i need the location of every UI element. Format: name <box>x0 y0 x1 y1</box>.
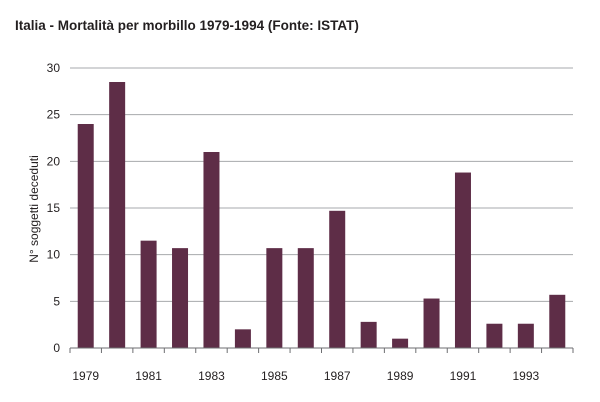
y-tick-label: 10 <box>47 248 61 262</box>
bar-1993 <box>517 323 534 348</box>
x-tick-label: 1989 <box>387 369 414 383</box>
y-axis-label: N° soggetti deceduti <box>27 155 41 263</box>
bar-1990 <box>423 298 440 348</box>
bar-1982 <box>172 248 189 348</box>
y-tick-label: 25 <box>47 108 61 122</box>
bars <box>77 82 566 348</box>
bar-1994 <box>549 294 566 348</box>
x-tick-label: 1979 <box>72 369 99 383</box>
bar-1991 <box>454 172 471 348</box>
bar-1983 <box>203 152 220 348</box>
x-tick-label: 1987 <box>324 369 351 383</box>
x-tick-label: 1991 <box>450 369 477 383</box>
y-tick-label: 15 <box>47 201 61 215</box>
x-tick-label: 1993 <box>512 369 539 383</box>
y-tick-label: 0 <box>53 341 60 355</box>
chart-title: Italia - Mortalità per morbillo 1979-199… <box>15 18 359 33</box>
bar-1988 <box>360 321 377 348</box>
y-tick-label: 20 <box>47 154 61 168</box>
y-tick-label: 5 <box>53 294 60 308</box>
axes <box>69 347 574 353</box>
tick-labels: 0 5 10 15 20 25 30 1979 1981 1983 1985 1987 1989 1991… <box>47 61 540 383</box>
bar-1984 <box>234 329 251 348</box>
bar-1989 <box>392 338 409 348</box>
bar-1981 <box>140 240 157 348</box>
x-tick-label: 1985 <box>261 369 288 383</box>
bar-1985 <box>266 248 283 348</box>
x-tick-label: 1983 <box>198 369 225 383</box>
bar-1986 <box>297 248 314 348</box>
bar-1979 <box>77 124 94 348</box>
bar-1992 <box>486 323 503 348</box>
bar-1987 <box>329 210 346 348</box>
bar-1980 <box>109 82 126 348</box>
y-tick-label: 30 <box>47 61 61 75</box>
x-tick-label: 1981 <box>135 369 162 383</box>
grid-lines <box>70 67 573 302</box>
